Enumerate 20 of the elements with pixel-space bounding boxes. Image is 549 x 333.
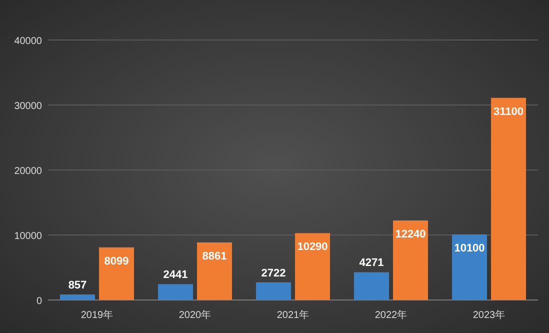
data-label: 8099 (104, 255, 129, 268)
y-tick-label: 40000 (14, 36, 42, 47)
data-label: 4271 (359, 257, 384, 270)
data-label: 12240 (395, 228, 426, 240)
data-label: 8861 (202, 250, 227, 262)
y-tick-label: 10000 (14, 231, 42, 242)
data-label: 10290 (297, 241, 328, 254)
y-tick-label: 0 (36, 296, 42, 307)
data-label: 2722 (261, 267, 286, 280)
data-label: 31100 (494, 106, 524, 118)
data-label: 2441 (163, 269, 188, 282)
x-tick-label: 2020年 (178, 309, 212, 321)
data-label: 10100 (454, 242, 485, 254)
x-tick-label: 2019年 (80, 309, 114, 321)
x-tick-label: 2022年 (374, 309, 408, 321)
x-tick-label: 2021年 (276, 309, 310, 321)
y-tick-label: 30000 (14, 101, 42, 112)
data-label: 857 (68, 279, 87, 292)
x-tick-label: 2023年 (472, 309, 506, 321)
y-tick-label: 20000 (14, 166, 42, 177)
